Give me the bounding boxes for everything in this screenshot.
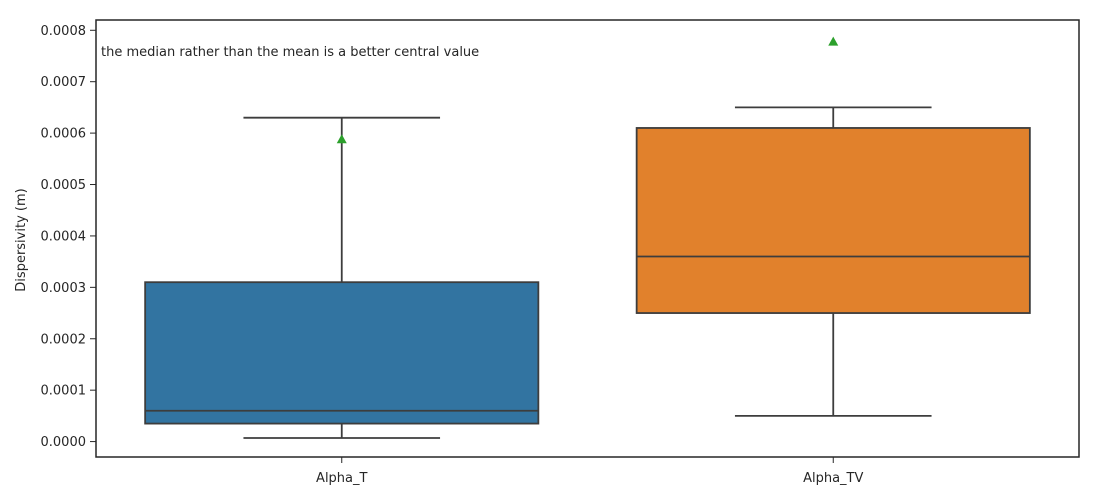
y-tick-label: 0.0008 (41, 24, 87, 39)
annotation-text: the median rather than the mean is a bet… (101, 45, 479, 60)
box-iqr (144, 281, 540, 425)
box-iqr (635, 127, 1031, 314)
y-tick-label: 0.0003 (41, 281, 87, 296)
mean-marker (828, 36, 839, 46)
x-tick-label: Alpha_T (316, 471, 367, 486)
plot-frame (95, 19, 1080, 458)
y-tick-label: 0.0000 (41, 435, 87, 450)
y-tick-label: 0.0007 (41, 75, 87, 90)
x-tick-label: Alpha_TV (803, 471, 863, 486)
y-tick-label: 0.0004 (41, 229, 87, 244)
y-axis-label: Dispersivity (m) (14, 188, 29, 291)
y-tick-label: 0.0006 (41, 127, 87, 142)
y-tick-label: 0.0002 (41, 332, 87, 347)
y-tick-label: 0.0001 (41, 384, 87, 399)
y-tick-label: 0.0005 (41, 178, 87, 193)
box-group-Alpha_TV (635, 36, 1031, 417)
mean-marker (336, 134, 347, 144)
box-group-Alpha_T (144, 116, 540, 439)
